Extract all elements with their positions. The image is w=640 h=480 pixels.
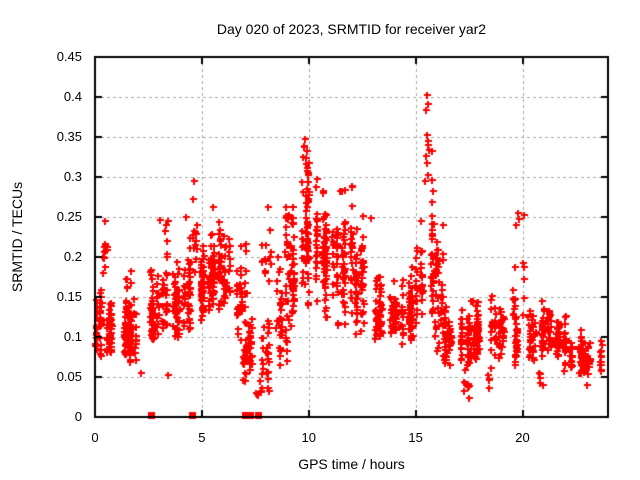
y-tick-label: 0 xyxy=(74,409,82,424)
y-tick-label: 0.45 xyxy=(56,49,82,64)
chart-title: Day 020 of 2023, SRMTID for receiver yar… xyxy=(216,21,487,37)
y-tick-label: 0.2 xyxy=(63,249,82,264)
y-tick-label: 0.25 xyxy=(56,209,82,224)
y-tick-label: 0.4 xyxy=(63,89,82,104)
x-axis-label: GPS time / hours xyxy=(298,456,405,472)
x-tick-label: 20 xyxy=(515,430,530,445)
x-tick-label: 5 xyxy=(198,430,206,445)
y-tick-label: 0.05 xyxy=(56,369,82,384)
y-tick-label: 0.1 xyxy=(63,329,82,344)
y-tick-label: 0.35 xyxy=(56,129,82,144)
x-tick-label: 10 xyxy=(301,430,316,445)
y-tick-label: 0.15 xyxy=(56,289,82,304)
x-tick-label: 15 xyxy=(408,430,423,445)
x-tick-label: 0 xyxy=(91,430,99,445)
y-tick-label: 0.3 xyxy=(63,169,82,184)
y-axis-label: SRMTID / TECUs xyxy=(9,181,25,293)
